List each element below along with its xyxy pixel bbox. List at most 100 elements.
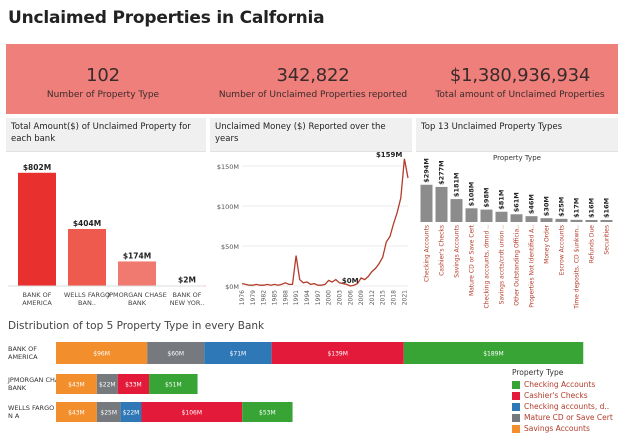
bar <box>600 219 613 222</box>
category-label: JPMORGAN CHASE <box>106 291 167 299</box>
bar-value-label: $30M <box>543 196 551 216</box>
stacked-segment <box>56 342 148 364</box>
property-types-chart: Property Type $294M Checking Accounts $277M… <box>420 154 613 310</box>
kpi-label: Number of Unclaimed Properties reported <box>218 90 408 100</box>
bank-label: BANK OF <box>8 345 37 353</box>
bar <box>18 172 56 286</box>
bar <box>435 186 448 222</box>
bank-label: N A <box>8 412 20 420</box>
panel-header: Total Amount($) of Unclaimed Property fo… <box>6 118 206 152</box>
legend-swatch <box>512 424 520 433</box>
category-label: Properties Not Identified A.. <box>529 225 536 308</box>
x-tick-label: 2006 <box>347 290 354 305</box>
category-label: BANK <box>128 299 147 307</box>
category-label: Mature CD or Save Cert <box>469 224 476 296</box>
category-label: NEW YOR.. <box>170 299 205 307</box>
kpi-value: 102 <box>86 65 120 86</box>
x-tick-label: 1997 <box>315 290 322 305</box>
segment-value-label: $53M <box>259 410 276 417</box>
category-label: Savings accts/crdt union .. <box>499 225 506 304</box>
y-tick-label: $100M <box>217 203 239 211</box>
bar <box>118 261 156 286</box>
bar <box>68 228 106 286</box>
bar-value-label: $294M <box>423 158 431 183</box>
segment-value-label: $96M <box>93 351 110 358</box>
bar <box>495 211 508 222</box>
legend-label: Checking Accounts <box>524 380 596 389</box>
x-tick-label: 1988 <box>282 290 289 305</box>
min-annotation: $0M <box>342 277 359 285</box>
stacked-segment <box>271 342 404 364</box>
legend-label: Savings Accounts <box>524 424 590 433</box>
legend-label: Mature CD or Save Cert <box>524 413 613 422</box>
bar <box>585 219 598 222</box>
bank-label: AMERICA <box>8 353 38 361</box>
stacked-segment <box>147 342 205 364</box>
x-tick-label: 2018 <box>391 290 398 305</box>
stacked-segment <box>56 402 97 422</box>
segment-value-label: $106M <box>182 410 202 417</box>
bar <box>420 184 433 222</box>
panel-header: Unclaimed Money ($) Reported over the ye… <box>210 118 412 152</box>
category-label: Money Order <box>544 224 551 263</box>
legend-swatch <box>512 402 520 411</box>
bar-value-label: $81M <box>498 190 506 210</box>
segment-value-label: $22M <box>123 410 140 417</box>
bar-value-label: $277M <box>438 160 446 185</box>
distribution-title: Distribution of top 5 Property Type in e… <box>8 320 265 332</box>
stacked-segment <box>56 374 97 394</box>
legend-item[interactable]: Checking accounts, d.. <box>512 401 622 412</box>
stacked-segment <box>120 402 142 422</box>
legend-title: Property Type <box>512 368 564 377</box>
y-tick-label: $0M <box>225 283 239 291</box>
bar-value-label: $802M <box>23 163 51 172</box>
x-tick-label: 2009 <box>358 290 365 305</box>
legend-swatch <box>512 413 520 422</box>
x-tick-label: 1979 <box>250 290 257 305</box>
stacked-segment <box>242 402 293 422</box>
x-tick-label: 2012 <box>369 290 376 305</box>
kpi-label: Number of Property Type <box>46 90 160 100</box>
category-label: Securities <box>604 225 611 255</box>
x-tick-label: 2003 <box>336 290 343 305</box>
category-label: BAN.. <box>78 299 96 307</box>
bar <box>480 209 493 222</box>
x-tick-label: 1991 <box>293 290 300 305</box>
category-label: Checking accounts, dmnd .. <box>484 225 491 309</box>
segment-value-label: $60M <box>167 351 184 358</box>
segment-value-label: $139M <box>327 351 347 358</box>
x-tick-label: 2000 <box>326 290 333 305</box>
bank-label: WELLS FARGO BANK <box>8 404 75 412</box>
legend-item[interactable]: Mature CD or Save Cert <box>512 412 622 423</box>
stacked-segment <box>204 342 272 364</box>
stacked-segment <box>403 342 584 364</box>
kpi-property-types: 102 Number of Property Type <box>18 66 188 101</box>
legend-item[interactable]: Savings Accounts <box>512 423 622 434</box>
legend-item[interactable]: Cashier's Checks <box>512 390 622 401</box>
bar <box>510 214 523 222</box>
panel-title: Unclaimed Money ($) Reported over the ye… <box>215 122 386 144</box>
bar <box>555 218 568 222</box>
y-tick-label: $50M <box>221 243 239 251</box>
category-label: WELLS FARGO <box>64 291 110 299</box>
bar-value-label: $17M <box>573 198 581 218</box>
trend-chart: $0M $50M $100M $150M 1976 1979 1982 1985 1988 199… <box>217 152 409 305</box>
bar <box>540 218 553 222</box>
category-label: Savings Accounts <box>454 225 461 278</box>
bank-label: BANK <box>8 384 27 392</box>
category-label: Time deposits, CD $unkwn.. <box>574 225 581 310</box>
stacked-segment <box>117 374 150 394</box>
kpi-value: 342,822 <box>276 65 350 86</box>
series-line <box>241 158 409 287</box>
stacked-segment <box>141 402 243 422</box>
legend-swatch <box>512 391 520 400</box>
x-tick-label: 1976 <box>239 290 246 305</box>
category-label: Cashier's Checks <box>439 225 446 276</box>
category-label: Other Outstanding Officia.. <box>514 225 521 306</box>
kpi-label: Total amount of Unclaimed Properties <box>435 90 605 100</box>
legend-item[interactable]: Checking Accounts <box>512 379 622 390</box>
segment-value-label: $51M <box>165 382 182 389</box>
bar-value-label: $174M <box>123 251 151 260</box>
